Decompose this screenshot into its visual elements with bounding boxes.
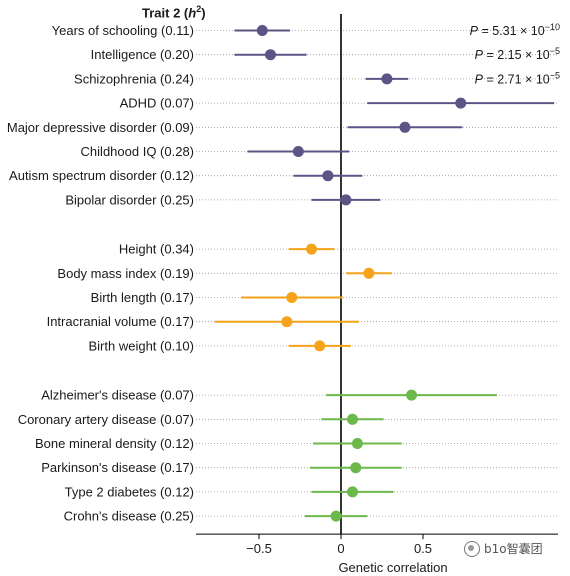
row-label: Years of schooling (0.11) — [52, 23, 194, 38]
row-label: Parkinson's disease (0.17) — [41, 460, 194, 475]
row-label: Autism spectrum disorder (0.12) — [9, 168, 194, 183]
row-label: Childhood IQ (0.28) — [81, 144, 194, 159]
estimate-point — [363, 267, 375, 279]
row-label: Crohn's disease (0.25) — [64, 509, 194, 524]
estimate-point — [406, 389, 418, 401]
row-label: Birth length (0.17) — [91, 290, 194, 305]
estimate-point — [314, 340, 326, 352]
watermark: b1o智囊团 — [464, 540, 543, 557]
row-label: Intracranial volume (0.17) — [47, 314, 194, 329]
row-label: Body mass index (0.19) — [57, 266, 194, 281]
p-value-annotation: P = 5.31 × 10−10 — [470, 22, 560, 38]
estimate-point — [286, 292, 298, 303]
row-label: Major depressive disorder (0.09) — [7, 120, 194, 135]
estimate-point — [455, 97, 467, 109]
x-axis-title: Genetic correlation — [338, 560, 447, 575]
estimate-point — [305, 243, 317, 255]
row-label: Height (0.34) — [119, 242, 194, 257]
estimate-point — [330, 510, 342, 522]
row-label: Type 2 diabetes (0.12) — [65, 484, 194, 499]
watermark-logo-icon — [464, 540, 480, 557]
p-value-annotation: P = 2.71 × 10−5 — [475, 70, 560, 86]
estimate-point — [346, 413, 358, 425]
row-label: Schizophrenia (0.24) — [74, 71, 194, 86]
p-value-annotation: P = 2.15 × 10−5 — [475, 46, 560, 62]
x-tick-label: 0.5 — [414, 541, 432, 556]
row-label: Birth weight (0.10) — [89, 338, 195, 353]
estimate-point — [281, 316, 293, 328]
row-label: Bipolar disorder (0.25) — [65, 192, 194, 207]
x-tick-label: 0 — [337, 541, 344, 556]
x-tick-label: −0.5 — [246, 541, 272, 556]
estimate-point — [351, 438, 363, 449]
row-label: ADHD (0.07) — [120, 96, 194, 111]
estimate-point — [381, 73, 393, 85]
estimate-point — [346, 486, 358, 498]
watermark-text: b1o智囊团 — [484, 542, 543, 556]
row-label: Intelligence (0.20) — [91, 47, 194, 62]
estimate-point — [256, 25, 268, 36]
estimate-point — [350, 462, 362, 474]
estimate-point — [399, 121, 411, 133]
row-label: Bone mineral density (0.12) — [35, 436, 194, 451]
row-label: Alzheimer's disease (0.07) — [41, 388, 194, 403]
estimate-point — [264, 49, 276, 61]
estimate-point — [340, 194, 352, 206]
row-label: Coronary artery disease (0.07) — [18, 412, 194, 427]
estimate-point — [322, 170, 334, 182]
trait-title: Trait 2 (h2) — [142, 4, 206, 21]
estimate-point — [292, 146, 304, 157]
